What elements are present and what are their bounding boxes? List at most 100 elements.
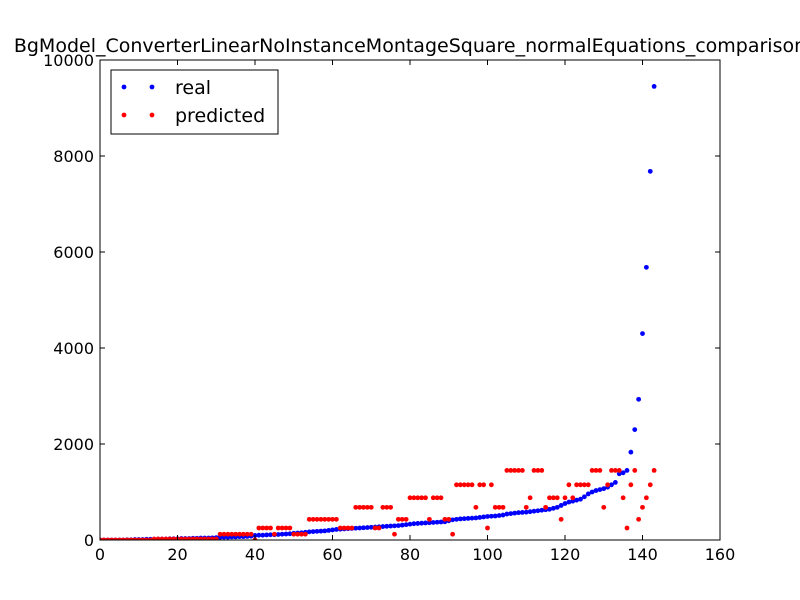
predicted-point <box>481 482 487 488</box>
predicted-point <box>155 536 161 540</box>
predicted-point <box>167 536 173 540</box>
predicted-point <box>612 468 618 473</box>
predicted-point <box>151 536 157 540</box>
plot-area <box>100 84 657 540</box>
x-tick-label: 40 <box>245 545 265 564</box>
real-point <box>550 505 556 511</box>
real-point <box>403 522 409 528</box>
real-point <box>434 519 440 525</box>
predicted-point <box>248 531 254 537</box>
predicted-point <box>147 537 153 540</box>
predicted-point <box>310 516 316 522</box>
real-point <box>496 513 502 518</box>
real-point <box>574 497 580 503</box>
real-point <box>531 508 537 514</box>
predicted-point <box>423 495 428 501</box>
real-point <box>314 528 320 534</box>
real-point <box>256 532 262 538</box>
predicted-point <box>124 537 130 540</box>
predicted-point <box>500 504 506 510</box>
real-point <box>488 513 494 519</box>
y-tick-label: 10000 <box>43 51 94 70</box>
predicted-point <box>209 536 215 540</box>
predicted-point <box>376 525 382 531</box>
predicted-point <box>120 537 126 540</box>
predicted-point <box>504 468 510 473</box>
predicted-point <box>388 504 394 510</box>
real-point <box>492 513 498 519</box>
predicted-point <box>198 536 204 540</box>
predicted-point <box>233 531 239 537</box>
real-point <box>423 520 428 526</box>
predicted-point <box>105 537 111 540</box>
predicted-point <box>302 531 308 537</box>
real-point <box>508 511 514 516</box>
x-tick-label: 100 <box>472 545 503 564</box>
predicted-point <box>601 504 607 510</box>
predicted-point <box>299 531 304 537</box>
predicted-point <box>647 482 653 488</box>
real-point <box>485 514 490 519</box>
predicted-point <box>256 525 262 531</box>
predicted-point <box>450 531 456 537</box>
predicted-point <box>237 531 242 537</box>
predicted-point <box>632 468 638 473</box>
predicted-point <box>496 504 502 510</box>
predicted-point <box>132 537 138 540</box>
predicted-point <box>240 531 246 537</box>
real-point <box>516 510 521 516</box>
real-point <box>535 508 541 514</box>
predicted-point <box>380 504 386 510</box>
predicted-point <box>403 516 409 522</box>
predicted-point <box>326 516 332 522</box>
real-point <box>283 531 289 537</box>
predicted-point <box>225 531 231 537</box>
x-tick-label: 0 <box>95 545 105 564</box>
real-point <box>597 487 603 492</box>
predicted-point <box>469 482 475 488</box>
y-tick-label: 4000 <box>53 339 94 358</box>
predicted-point <box>345 525 351 531</box>
predicted-point <box>136 537 142 540</box>
legend-label-predicted: predicted <box>175 105 265 127</box>
real-point <box>395 523 401 528</box>
predicted-point <box>330 516 335 522</box>
real-point <box>512 510 518 516</box>
real-point <box>275 532 281 537</box>
real-point <box>364 525 370 530</box>
predicted-point <box>643 495 649 501</box>
real-point <box>547 506 552 512</box>
x-tick-label: 120 <box>550 545 581 564</box>
predicted-point <box>461 482 467 488</box>
predicted-point <box>539 468 545 473</box>
real-point <box>616 471 622 477</box>
predicted-point <box>140 537 146 540</box>
real-point <box>581 494 587 500</box>
predicted-point <box>558 516 564 522</box>
predicted-point <box>279 525 285 531</box>
axes: 0 20 40 60 80 100 120 140 160 0 2000 4000 6000 8000 10… <box>43 51 735 564</box>
chart-title: BgModel_ConverterLinearNoInstanceMontage… <box>14 35 800 57</box>
predicted-point <box>477 482 483 488</box>
predicted-point <box>186 536 192 540</box>
real-point <box>465 516 471 521</box>
predicted-point <box>651 468 657 473</box>
predicted-point <box>415 495 421 501</box>
predicted-point <box>372 525 378 531</box>
legend-marker-real <box>121 84 127 90</box>
predicted-point <box>353 504 359 510</box>
predicted-point <box>128 537 134 540</box>
real-point <box>380 524 386 529</box>
x-tick-label: 160 <box>705 545 736 564</box>
predicted-point <box>516 468 521 473</box>
predicted-point <box>593 468 599 473</box>
predicted-point <box>636 516 642 522</box>
predicted-point <box>268 525 273 531</box>
predicted-point <box>411 495 417 501</box>
real-point <box>632 427 638 432</box>
predicted-point <box>364 504 370 510</box>
predicted-point <box>523 504 529 510</box>
predicted-point <box>527 495 533 501</box>
real-point <box>519 510 525 515</box>
y-tick-label: 2000 <box>53 435 94 454</box>
